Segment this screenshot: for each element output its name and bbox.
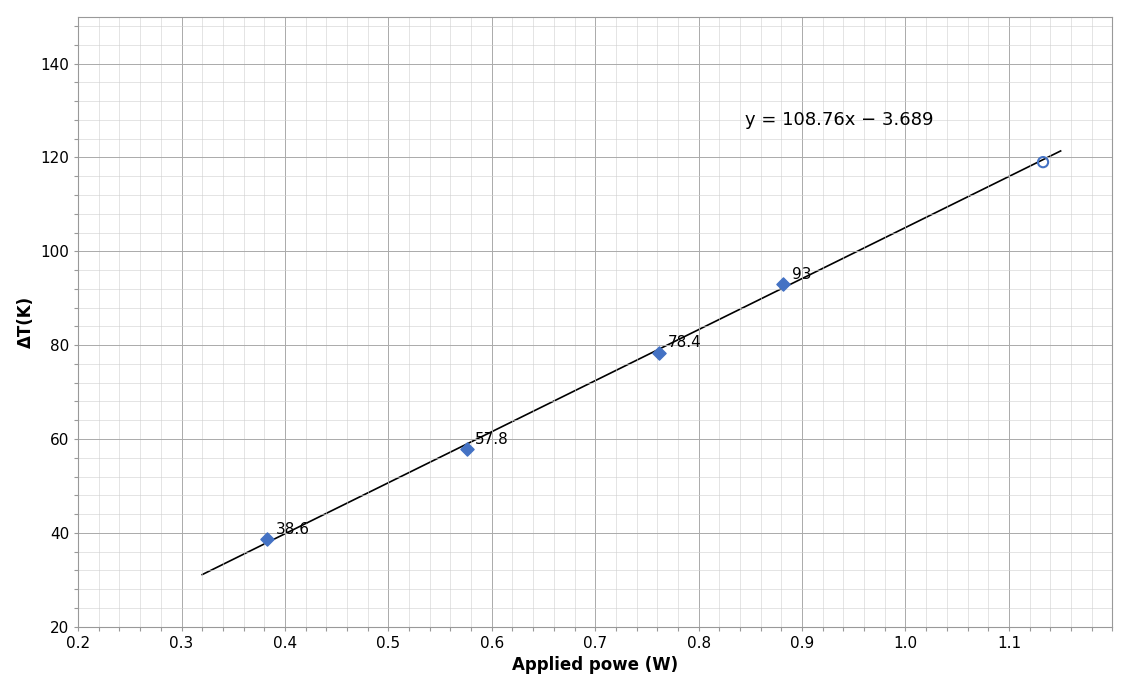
Point: [458, 444, 476, 455]
Text: 93: 93: [791, 267, 812, 282]
Text: 78.4: 78.4: [667, 335, 701, 350]
Text: y = 108.76x − 3.689: y = 108.76x − 3.689: [745, 111, 934, 129]
Point: [650, 347, 668, 358]
X-axis label: Applied powe (W): Applied powe (W): [513, 656, 679, 674]
Y-axis label: ΔT(K): ΔT(K): [17, 296, 35, 348]
Point: [259, 534, 277, 545]
Point: [774, 278, 793, 290]
Point: [1034, 157, 1052, 168]
Text: 38.6: 38.6: [275, 522, 309, 537]
Text: 57.8: 57.8: [475, 432, 509, 447]
